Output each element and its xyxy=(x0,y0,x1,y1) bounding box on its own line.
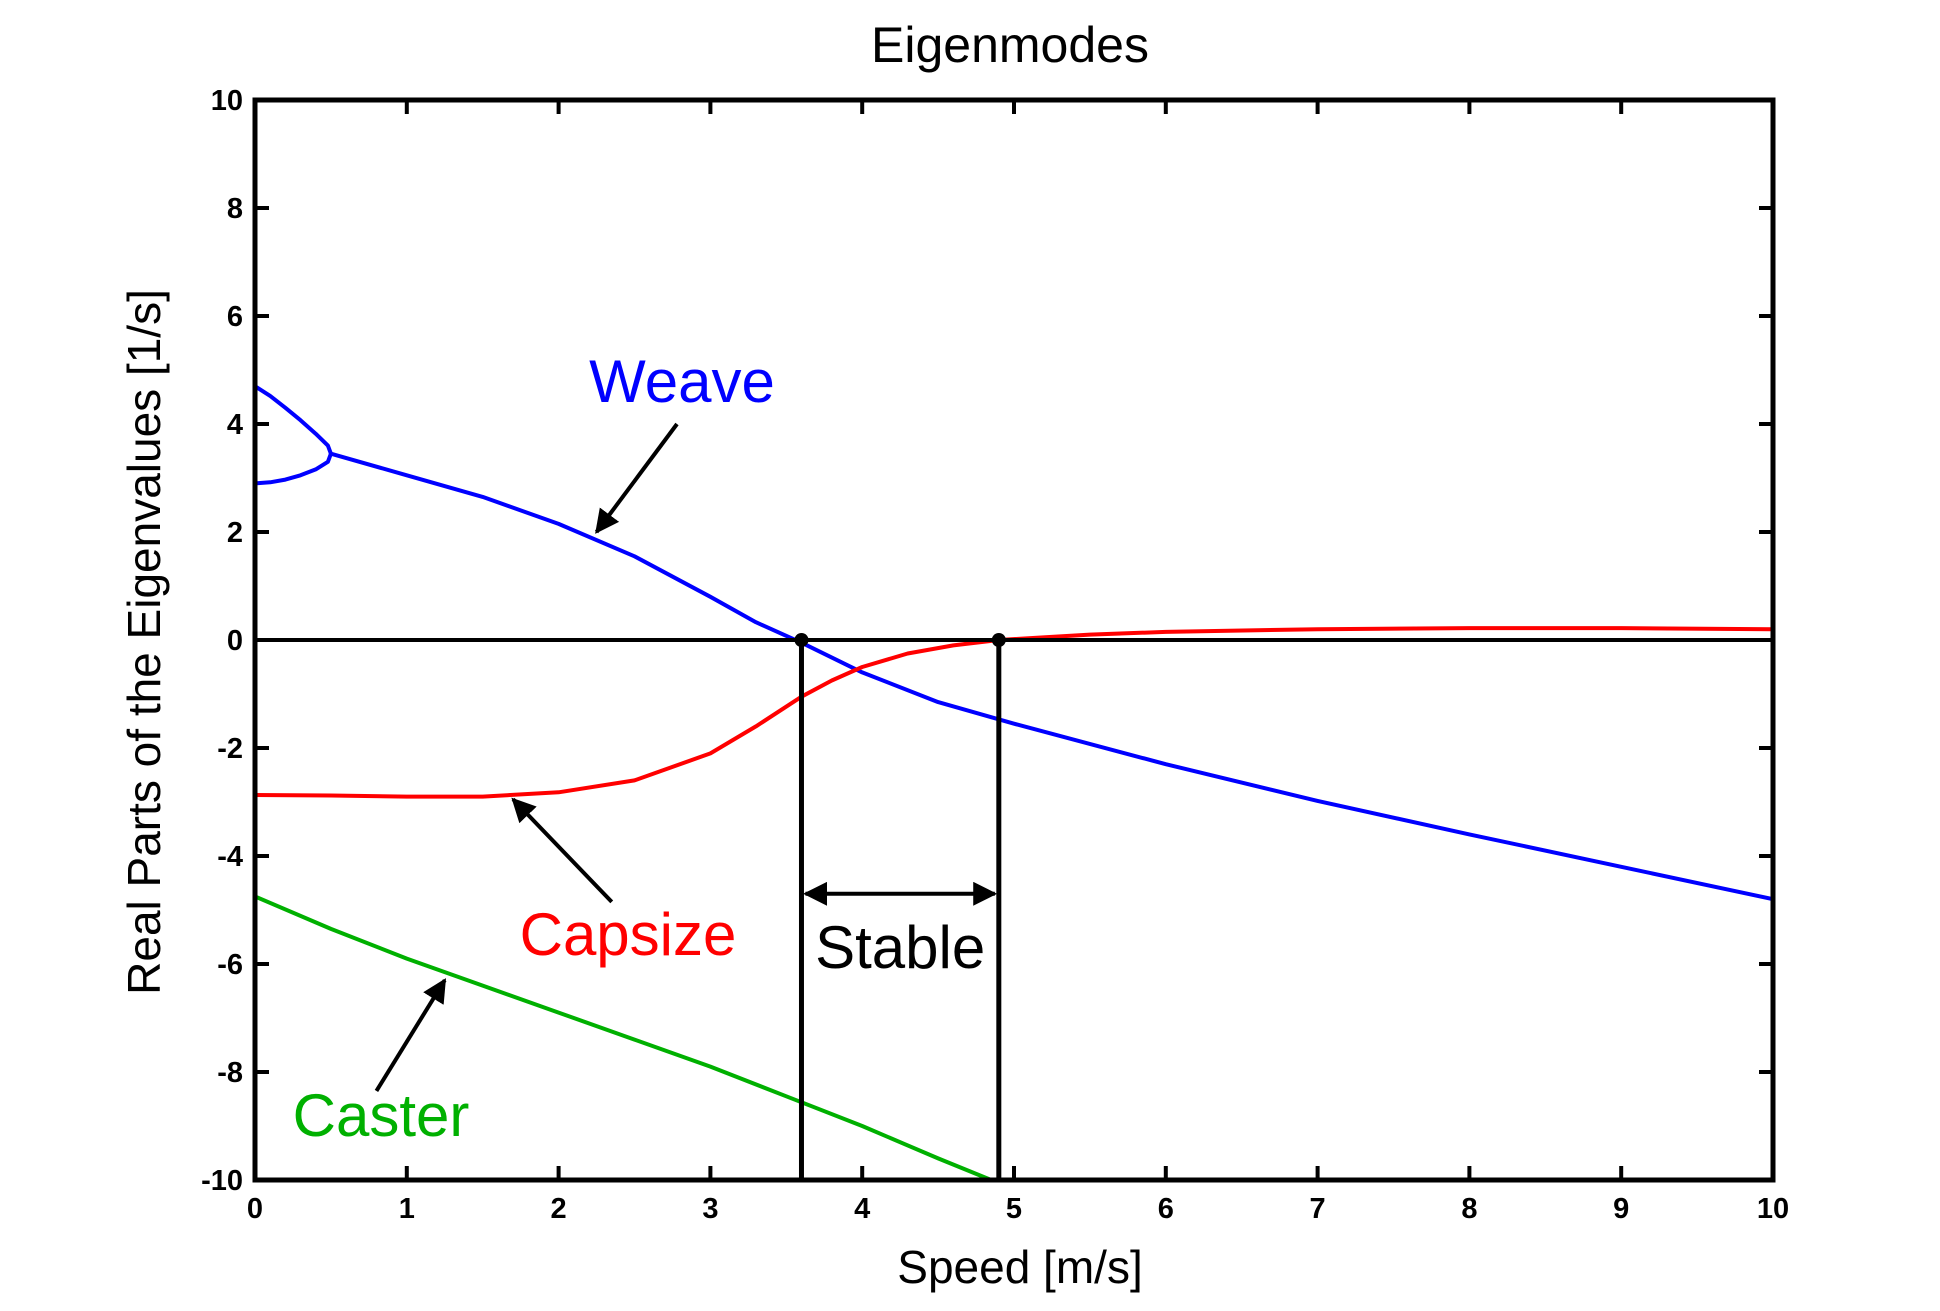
series-line-capsize xyxy=(255,626,1773,799)
y-tick-label: 8 xyxy=(227,193,243,225)
series-group xyxy=(255,384,1773,1180)
y-tick-label: 0 xyxy=(227,625,243,657)
x-tick-label: 2 xyxy=(551,1193,567,1225)
x-tick-label: 10 xyxy=(1757,1193,1789,1225)
weave-critical-speed-marker xyxy=(794,633,809,647)
series-line-weave-upper-branch xyxy=(255,384,333,456)
x-tick-label: 6 xyxy=(1158,1193,1174,1225)
y-tick-label: 4 xyxy=(227,409,243,441)
caster-label: Caster xyxy=(293,1082,470,1149)
x-tick-label: 1 xyxy=(399,1193,415,1225)
x-tick-label: 7 xyxy=(1310,1193,1326,1225)
x-tick-label: 0 xyxy=(247,1193,263,1225)
y-tick-label: -8 xyxy=(217,1057,243,1089)
stable-label: Stable xyxy=(815,914,985,981)
y-tick-label: 6 xyxy=(227,301,243,333)
capsize-arrow xyxy=(511,797,614,904)
y-tick-label: 10 xyxy=(211,85,243,117)
series-line-caster xyxy=(255,894,994,1180)
x-tick-label: 3 xyxy=(702,1193,718,1225)
y-tick-label: -4 xyxy=(217,841,243,873)
x-tick-label: 5 xyxy=(1006,1193,1022,1225)
y-tick-label: -10 xyxy=(201,1165,243,1197)
caster-arrow xyxy=(374,978,447,1092)
x-tick-label: 4 xyxy=(854,1193,870,1225)
y-tick-label: 2 xyxy=(227,517,243,549)
y-tick-label: -6 xyxy=(217,949,243,981)
y-axis-label: Real Parts of the Eigenvalues [1/s] xyxy=(118,289,170,995)
weave-label: Weave xyxy=(589,348,775,415)
x-tick-label: 8 xyxy=(1461,1193,1477,1225)
y-tick-label: -2 xyxy=(217,733,243,765)
x-axis-label: Speed [m/s] xyxy=(897,1241,1142,1293)
series-line-weave xyxy=(328,451,1773,902)
weave-arrow xyxy=(594,422,679,534)
chart-title: Eigenmodes xyxy=(871,17,1149,73)
capsize-critical-speed-marker xyxy=(991,633,1006,647)
series-line-weave-lower-branch xyxy=(255,451,333,486)
x-tick-label: 9 xyxy=(1613,1193,1629,1225)
capsize-label: Capsize xyxy=(520,901,737,968)
